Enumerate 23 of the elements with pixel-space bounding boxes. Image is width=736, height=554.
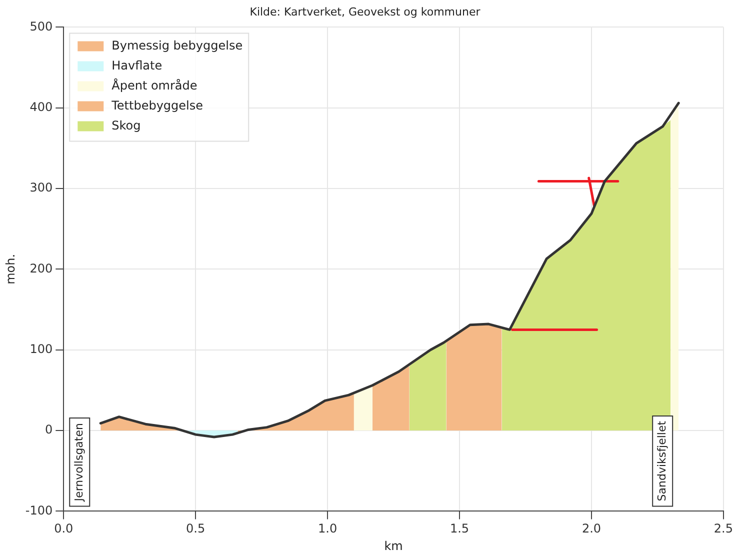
annotation: Jernvollsgaten — [72, 423, 86, 502]
x-tick-label: 2.5 — [714, 522, 734, 536]
y-tick-label: 200 — [30, 261, 53, 276]
legend-label: Tettbebyggelse — [110, 98, 204, 112]
chart-title: Kilde: Kartverket, Geovekst og kommuner — [250, 5, 481, 18]
x-tick-label: 1.0 — [318, 522, 338, 536]
legend-label: Skog — [112, 118, 141, 132]
y-tick-label: 400 — [30, 100, 53, 114]
y-tick-label: 500 — [30, 19, 53, 34]
x-tick-label: 0.5 — [186, 522, 206, 536]
y-tick-label: 300 — [30, 180, 53, 195]
y-tick-label: 100 — [30, 342, 53, 356]
annotation: Sandviksfjellet — [655, 420, 668, 502]
y-tick-label: 0 — [44, 422, 53, 437]
x-axis-title: km — [384, 538, 403, 553]
legend-label: Havflate — [112, 58, 162, 72]
x-tick-label: 1.5 — [450, 522, 470, 536]
y-axis-title: moh. — [3, 254, 18, 284]
legend-label: Åpent område — [112, 77, 198, 92]
x-tick-label: 0.0 — [54, 522, 74, 536]
x-tick-label: 2.0 — [582, 522, 602, 536]
legend-label: Bymessig bebyggelse — [112, 38, 243, 52]
y-tick-label: -100 — [25, 503, 53, 518]
